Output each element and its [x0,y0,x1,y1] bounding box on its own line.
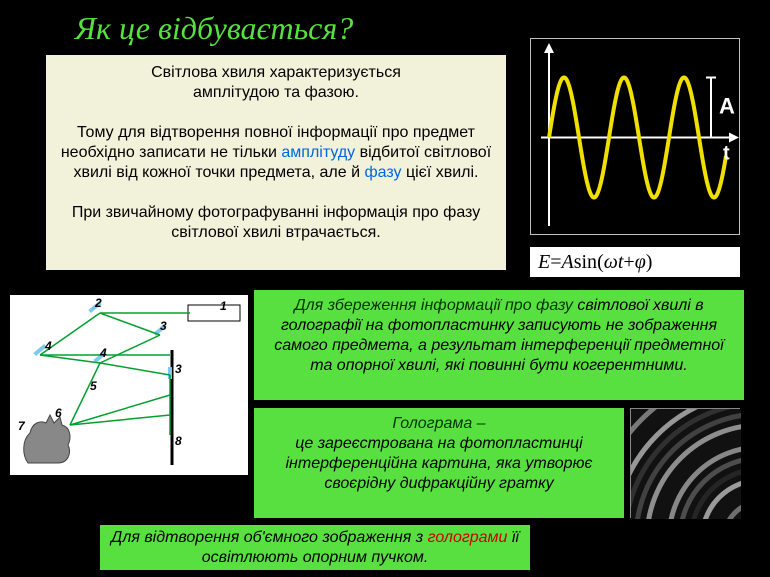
f-omega: ω [604,251,618,274]
holography-diagram: 1 2 3 3 4 4 5 6 7 8 [10,295,248,475]
svg-text:3: 3 [160,319,167,333]
svg-text:t: t [723,143,730,165]
svg-text:7: 7 [18,419,26,433]
svg-text:1: 1 [220,299,227,313]
t1-amp: амплітуду [281,144,355,161]
t2-dark: Для збереження інформації про фазу [294,297,573,314]
t1-l1: Світлова хвиля характеризується [151,64,401,81]
t1-l2: амплітудою та фазою. [193,84,359,101]
textbox-reconstruction: Для відтворення об'ємного зображення з г… [100,525,530,570]
wave-graph: At [530,38,740,235]
f-phi: φ [635,251,646,274]
f-E: E [538,251,550,274]
slide-title: Як це відбувається? [75,10,353,47]
interference-pattern [630,408,740,518]
f-open: ( [597,251,604,274]
t1-phase: фазу [364,164,401,181]
f-eq: = [550,251,561,274]
svg-text:4: 4 [44,339,52,353]
t4-red: голограми [428,529,508,546]
svg-text:4: 4 [99,346,107,360]
f-A: A [562,251,574,274]
textbox-hologram-def: Голограма – це зареєстрована на фотоплас… [254,408,624,518]
f-plus: + [623,251,634,274]
f-close: ) [646,251,653,274]
svg-text:5: 5 [90,379,97,393]
t1-l5: цієї хвилі. [402,164,479,181]
svg-text:3: 3 [175,362,182,376]
svg-text:6: 6 [55,406,62,420]
textbox-phase-save: Для збереження інформації про фазу світл… [254,290,744,400]
svg-text:2: 2 [94,296,102,310]
f-sin: sin [574,251,597,274]
svg-text:A: A [719,94,735,119]
t3-dark: Голограма – [392,415,485,432]
formula: E = A sin ( ω t + φ ) [530,247,740,277]
t1-l6: При звичайному фотографуванні інформація… [72,204,480,241]
t3-rest: це зареєстрована на фотопластинці інтерф… [286,435,593,492]
textbox-wave-desc: Світлова хвиля характеризується амплітуд… [46,55,506,270]
svg-text:8: 8 [175,434,182,448]
t4-pre: Для відтворення об'ємного зображення з [111,529,428,546]
